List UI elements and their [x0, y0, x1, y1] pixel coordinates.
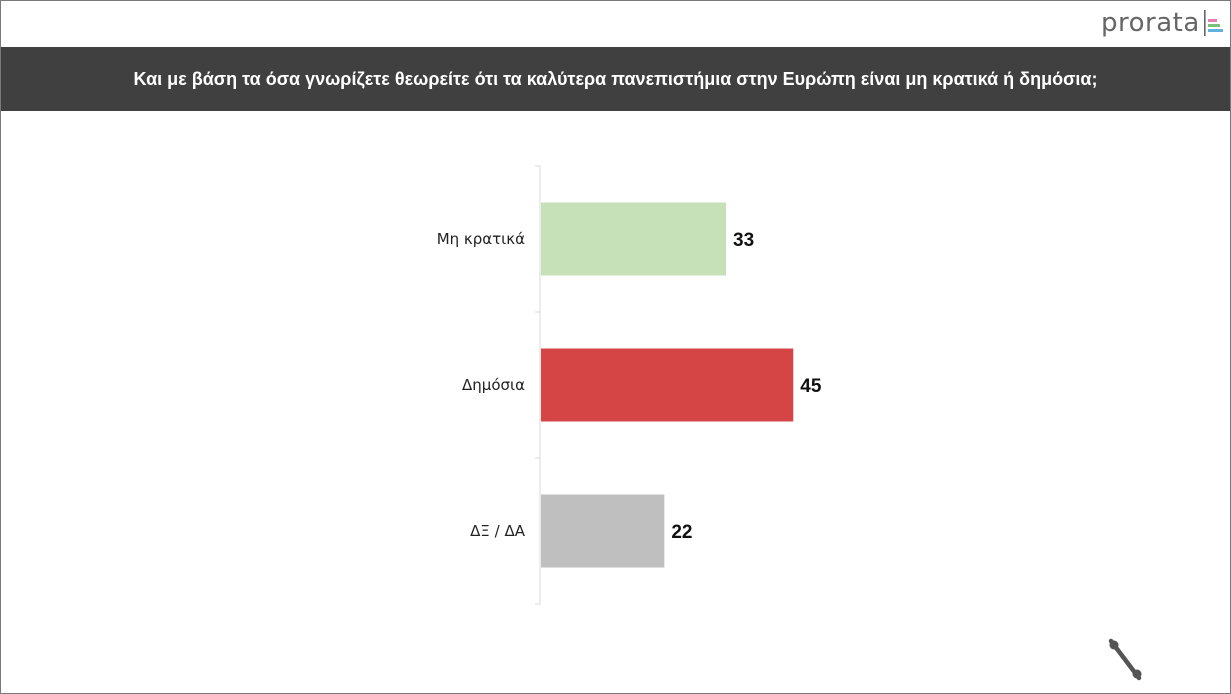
- bar: [541, 202, 726, 276]
- brand-mark-stripe-1: [1207, 19, 1217, 22]
- percent-icon: [1108, 638, 1142, 681]
- value-label: 22: [671, 522, 692, 543]
- brand-mark-bar: [1203, 10, 1206, 36]
- question-title: Και με βάση τα όσα γνωρίζετε θεωρείτε ότ…: [133, 68, 1098, 89]
- category-label: Δημόσια: [462, 376, 525, 394]
- brand-mark-stripe-2: [1207, 24, 1220, 27]
- brand-mark-stripe-3: [1207, 29, 1223, 32]
- brand-name: prorata: [1101, 8, 1200, 38]
- bar: [541, 348, 794, 422]
- bar: [541, 494, 665, 568]
- percent-icon-dot-bottom: [1132, 669, 1142, 679]
- brand-logo: prorata: [1101, 6, 1224, 40]
- brand-mark-icon: [1203, 10, 1223, 36]
- category-label: ΔΞ / ΔΑ: [470, 522, 526, 540]
- category-label: Μη κρατικά: [437, 230, 525, 248]
- bar-chart: Μη κρατικά 33 Δημόσια 45 ΔΞ / ΔΑ 22: [437, 165, 822, 605]
- value-label: 45: [800, 376, 822, 397]
- value-label: 33: [733, 230, 754, 251]
- title-band: Και με βάση τα όσα γνωρίζετε θεωρείτε ότ…: [1, 47, 1230, 111]
